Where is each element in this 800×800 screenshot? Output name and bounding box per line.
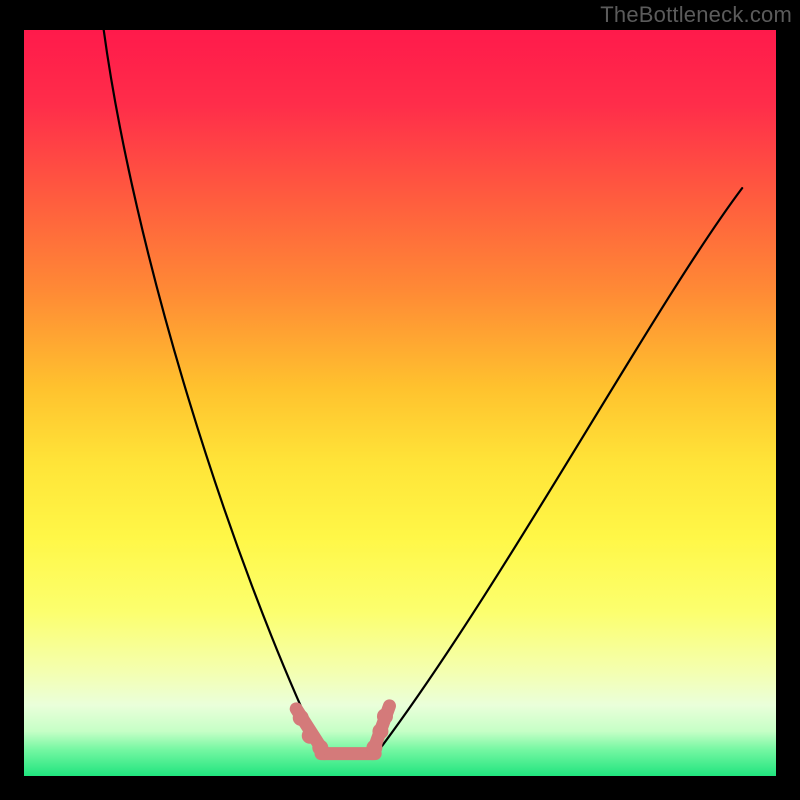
optimal-range-marker — [366, 740, 382, 756]
watermark-text: TheBottleneck.com — [600, 2, 792, 28]
optimal-range-marker — [312, 740, 328, 756]
chart-svg — [0, 0, 800, 800]
optimal-range-marker — [302, 728, 318, 744]
plot-area — [24, 30, 776, 776]
optimal-range-marker — [377, 708, 393, 724]
optimal-range-marker — [293, 710, 309, 726]
optimal-range-marker — [372, 723, 388, 739]
chart-stage: TheBottleneck.com — [0, 0, 800, 800]
